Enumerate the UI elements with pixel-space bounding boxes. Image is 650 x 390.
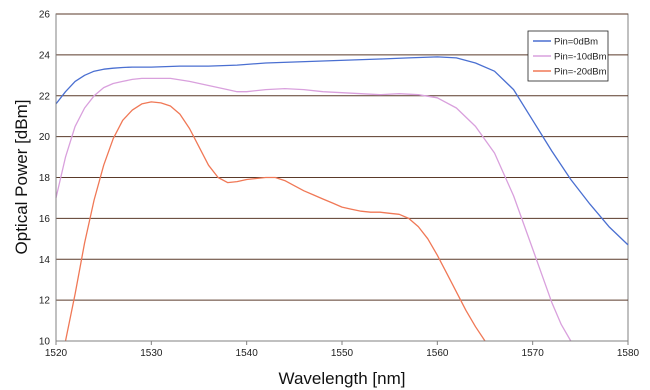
legend: Pin=0dBm Pin=-10dBm Pin=-20dBm [527,30,609,82]
series-lines [55,56,629,342]
y-tick-labels: 10 12 14 16 18 20 22 24 26 [39,10,51,348]
x-tick-labels: 1520 1530 1540 1550 1560 1570 1580 [45,341,640,359]
y-tick-label: 22 [39,91,51,102]
y-tick-label: 20 [39,132,51,143]
y-axis-title: Optical Power [dBm] [12,100,31,255]
legend-label: Pin=-20dBm [554,67,607,78]
x-tick-label: 1560 [426,348,449,359]
legend-label: Pin=0dBm [554,37,598,48]
series-line-1 [55,77,572,342]
x-tick-label: 1580 [617,348,640,359]
y-tick-label: 24 [39,50,51,61]
x-tick-label: 1550 [331,348,354,359]
y-tick-label: 26 [39,10,51,21]
legend-label: Pin=-10dBm [554,52,607,63]
y-tick-label: 18 [39,173,51,184]
series-line-2 [64,101,486,342]
x-tick-label: 1540 [236,348,259,359]
x-axis-title: Wavelength [nm] [279,369,406,388]
y-tick-label: 14 [39,255,51,266]
x-tick-label: 1520 [45,348,68,359]
x-tick-label: 1570 [522,348,545,359]
y-tick-label: 12 [39,296,51,307]
y-tick-label: 10 [39,337,51,348]
x-tick-label: 1530 [140,348,163,359]
y-tick-label: 16 [39,214,51,225]
series-line-0 [55,56,629,246]
